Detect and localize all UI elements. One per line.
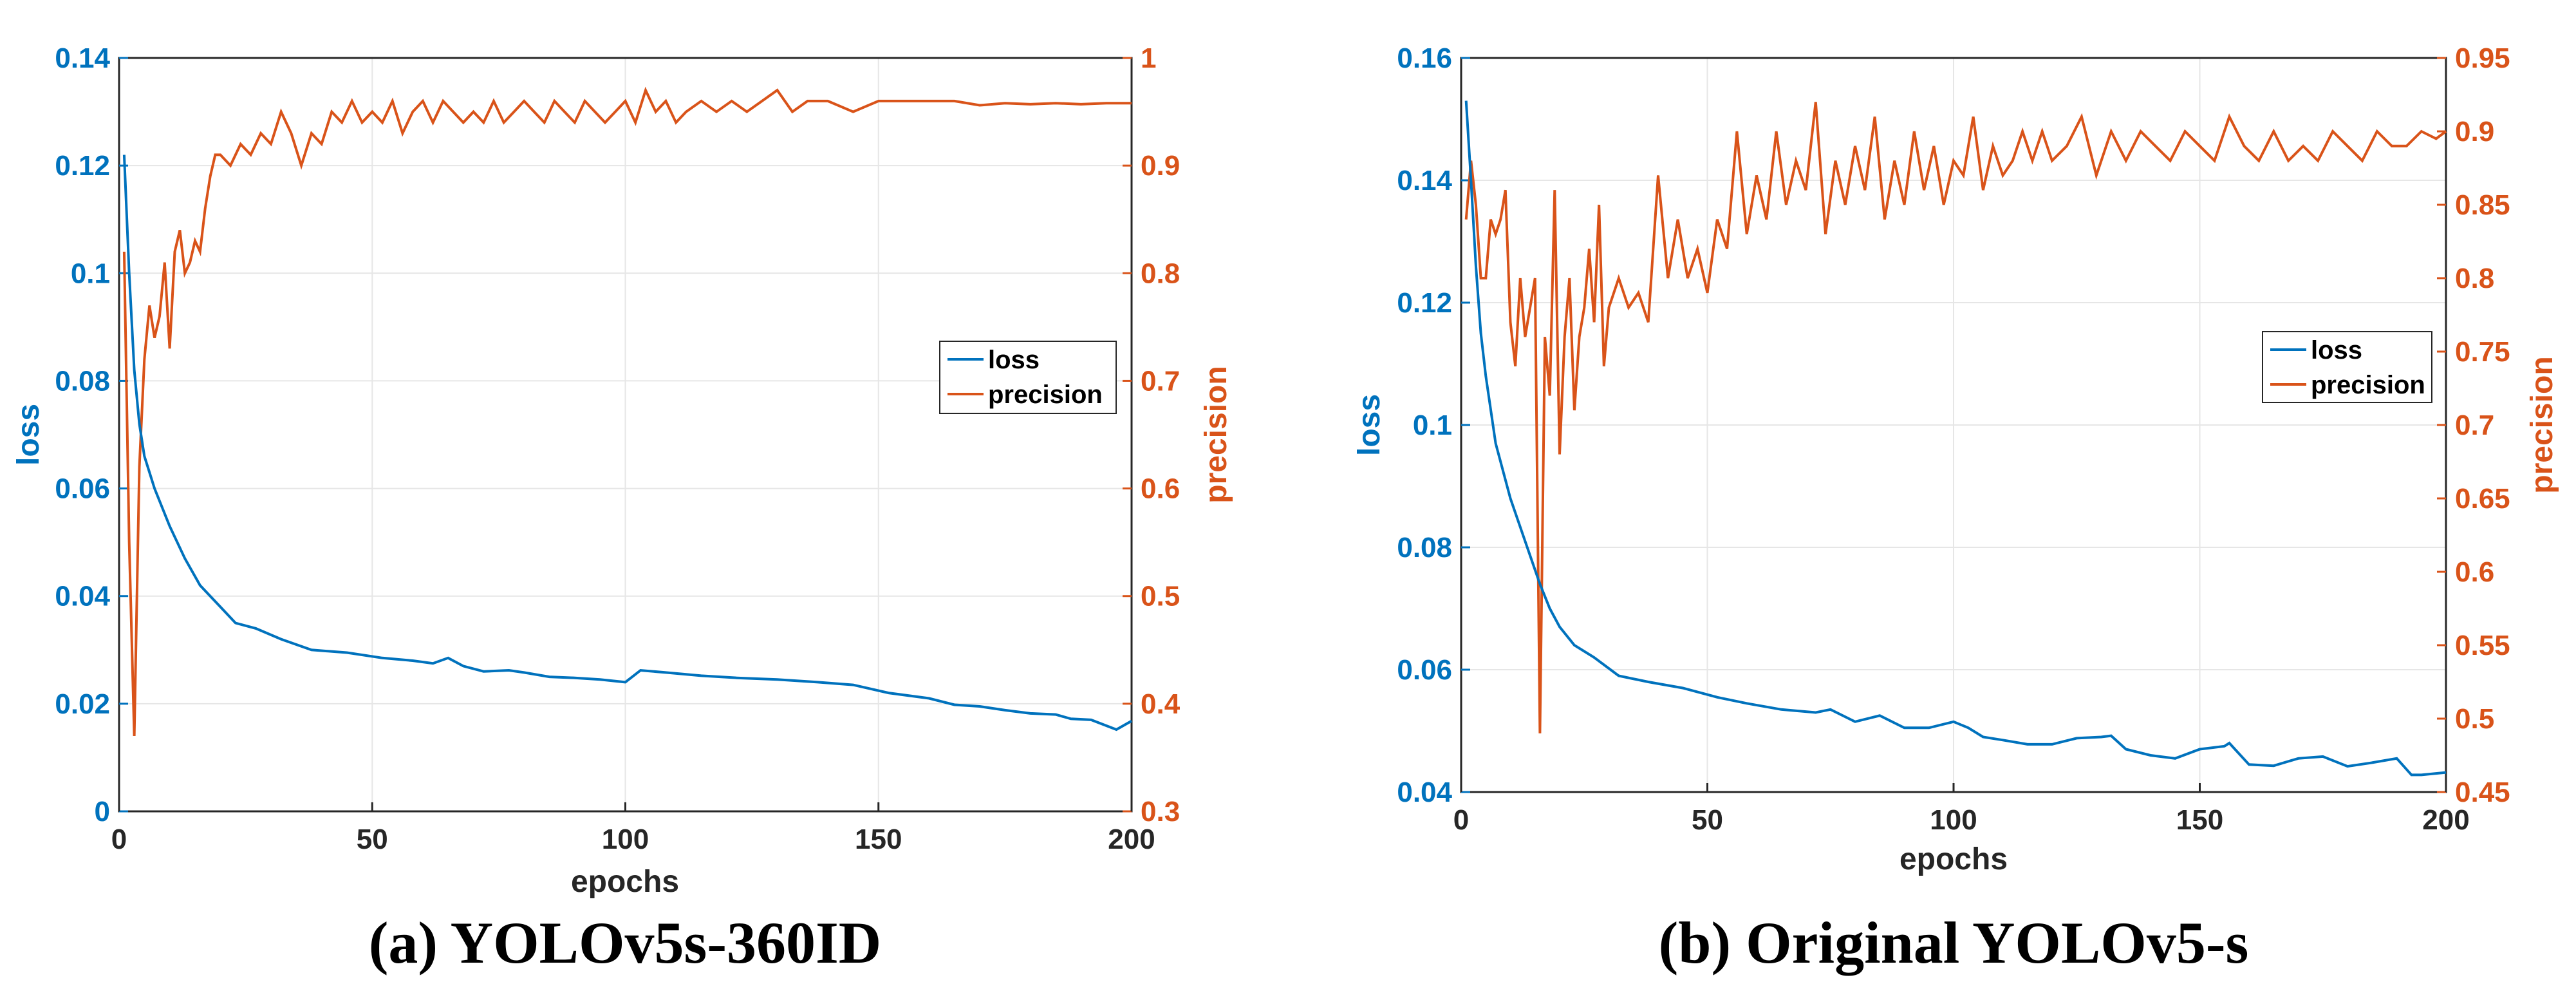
y-tick-label-right: 0.7 — [1141, 365, 1180, 397]
y-tick-label-right: 0.4 — [1141, 688, 1181, 720]
y-tick-label-left: 0.16 — [1397, 42, 1452, 74]
y-axis-label-left-a: loss — [12, 404, 46, 466]
loss-line-b — [1464, 100, 2447, 777]
precision-line-a — [122, 86, 1132, 737]
x-tick-label: 100 — [602, 824, 649, 855]
legend-loss-label-a: loss — [988, 346, 1040, 374]
precision-line-b — [1464, 102, 2447, 733]
y-tick-label-left: 0.14 — [55, 42, 110, 74]
y-tick-label-right: 1 — [1141, 42, 1156, 74]
y-tick-label-left: 0 — [95, 796, 110, 827]
legend-precision-label-b: precision — [2311, 371, 2425, 399]
y-tick-label-left: 0.06 — [55, 473, 110, 505]
legend-a: loss precision — [939, 341, 1117, 414]
x-tick-label: 200 — [2422, 804, 2469, 836]
legend-loss-label-b: loss — [2311, 336, 2362, 364]
x-tick-label: 100 — [1930, 804, 1977, 836]
x-ticks-b: 0 50 100 150 200 — [1453, 783, 2470, 836]
y-tick-label-left: 0.08 — [55, 365, 110, 397]
y-tick-label-left: 0.08 — [1397, 532, 1452, 563]
y-tick-label-right: 0.95 — [2455, 42, 2510, 74]
caption-b: (b) Original YOLOv5-s — [1659, 910, 2249, 976]
panel-b: 0.040.060.080.10.120.140.16 0.450.50.550… — [1352, 42, 2559, 976]
y-ticks-right-b: 0.45 0.5 0.55 0.6 0.65 0.7 0.75 0.8 0.85 0.9 0.95 — [2437, 42, 2510, 808]
x-axis-label-b: epochs — [1899, 842, 2008, 876]
y-axis-label-right-a: precision — [1199, 366, 1233, 503]
y-tick-label-right: 0.9 — [2455, 116, 2494, 147]
y-tick-label-left: 0.04 — [55, 581, 110, 612]
y-tick-label-right: 0.85 — [2455, 189, 2510, 221]
y-tick-label-left: 0.12 — [55, 150, 110, 182]
y-tick-label-right: 0.6 — [1141, 473, 1180, 505]
y-tick-label-left: 0.1 — [71, 258, 110, 289]
legend-b: loss precision — [2262, 331, 2432, 403]
caption-a: (a) YOLOv5s-360ID — [369, 910, 881, 976]
y-tick-label-right: 0.3 — [1141, 796, 1180, 827]
x-tick-label: 0 — [111, 824, 127, 855]
x-axis-label-a: epochs — [571, 865, 679, 899]
y-tick-label-right: 0.75 — [2455, 336, 2510, 368]
panel-a: 00.020.040.060.080.10.120.14 0.30.40.50.… — [12, 42, 1233, 976]
y-tick-label-right: 0.5 — [2455, 703, 2494, 735]
x-ticks-a: 0 50 100 150 200 — [111, 802, 1155, 855]
y-tick-label-left: 0.12 — [1397, 287, 1452, 319]
legend-box-a — [939, 341, 1117, 414]
y-tick-label-right: 0.8 — [1141, 258, 1180, 289]
legend-precision-label-a: precision — [988, 381, 1103, 409]
legend-box-b — [2262, 331, 2432, 403]
y-tick-label-left: 0.02 — [55, 688, 110, 720]
y-ticks-left-b: 0.04 0.06 0.08 0.1 0.12 0.14 0.16 — [1397, 42, 1470, 808]
y-tick-label-right: 0.7 — [2455, 410, 2494, 441]
y-tick-label-left: 0.14 — [1397, 165, 1452, 196]
x-tick-label: 0 — [1453, 804, 1469, 836]
x-tick-label: 150 — [855, 824, 902, 855]
y-tick-label-right: 0.9 — [1141, 150, 1180, 182]
x-tick-label: 200 — [1108, 824, 1155, 855]
y-tick-label-right: 0.8 — [2455, 263, 2494, 294]
loss-line-a — [122, 155, 1132, 731]
x-tick-label: 50 — [1692, 804, 1723, 836]
y-axis-label-right-b: precision — [2525, 356, 2559, 493]
grid-a — [118, 57, 1132, 812]
y-ticks-left-a: 0 0.02 0.04 0.06 0.08 0.1 0.12 0.14 — [55, 42, 128, 827]
x-tick-label: 50 — [357, 824, 388, 855]
y-axis-label-left-b: loss — [1352, 394, 1386, 456]
y-tick-label-right: 0.65 — [2455, 483, 2510, 514]
y-tick-label-right: 0.45 — [2455, 777, 2510, 808]
y-tick-label-left: 0.1 — [1413, 410, 1452, 441]
y-tick-label-left: 0.04 — [1397, 777, 1452, 808]
y-tick-label-left: 0.06 — [1397, 654, 1452, 686]
grid-b — [1461, 57, 2447, 793]
y-tick-label-right: 0.55 — [2455, 630, 2510, 661]
y-tick-label-right: 0.6 — [2455, 556, 2494, 588]
y-tick-label-right: 0.5 — [1141, 581, 1180, 612]
x-tick-label: 150 — [2176, 804, 2223, 836]
y-ticks-right-a: 0.3 0.4 0.5 0.6 0.7 0.8 0.9 1 — [1123, 42, 1181, 827]
